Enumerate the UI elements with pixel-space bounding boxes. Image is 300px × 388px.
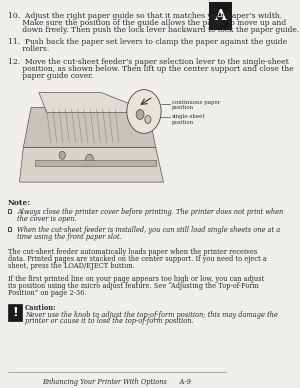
Text: If the first printed line on your page appears too high or low, you can adjust: If the first printed line on your page a…: [8, 275, 264, 283]
Bar: [35, 160, 156, 166]
Polygon shape: [39, 93, 152, 113]
Text: Note:: Note:: [8, 199, 31, 207]
Text: Never use the knob to adjust the top-of-form position; this may damage the: Never use the knob to adjust the top-of-…: [25, 310, 278, 319]
Text: The cut-sheet feeder automatically loads paper when the printer receives: The cut-sheet feeder automatically loads…: [8, 248, 257, 256]
Text: Always close the printer cover before printing. The printer does not print when: Always close the printer cover before pr…: [17, 208, 284, 216]
Text: When the cut-sheet feeder is installed, you can still load single sheets one at : When the cut-sheet feeder is installed, …: [17, 226, 280, 234]
Text: the cover is open.: the cover is open.: [17, 215, 77, 223]
Circle shape: [145, 116, 151, 123]
Text: A: A: [214, 9, 226, 23]
Text: paper guide cover.: paper guide cover.: [8, 72, 93, 80]
Circle shape: [127, 90, 161, 133]
Bar: [8, 303, 22, 322]
Text: Position” on page 2-36.: Position” on page 2-36.: [8, 289, 86, 296]
Text: printer or cause it to lose the top-of-form position.: printer or cause it to lose the top-of-f…: [25, 317, 194, 326]
Text: continuous paper
position: continuous paper position: [172, 100, 220, 110]
Text: sheet, press the LOAD/EJECT button.: sheet, press the LOAD/EJECT button.: [8, 262, 134, 270]
Text: Enhancing Your Printer With Options      A-9: Enhancing Your Printer With Options A-9: [42, 378, 191, 386]
Bar: [8, 209, 11, 213]
Text: position, as shown below. Then lift up the center support and close the: position, as shown below. Then lift up t…: [8, 65, 293, 73]
Text: single-sheet
position: single-sheet position: [172, 114, 206, 125]
Text: down freely. Then push the lock lever backward to lock the paper guide.: down freely. Then push the lock lever ba…: [8, 26, 299, 34]
Text: Make sure the position of the guide allows the paper to move up and: Make sure the position of the guide allo…: [8, 19, 286, 27]
Polygon shape: [20, 147, 164, 182]
Text: Caution:: Caution:: [25, 303, 56, 312]
Circle shape: [85, 154, 93, 164]
Text: 10.  Adjust the right paper guide so that it matches your paper’s width.: 10. Adjust the right paper guide so that…: [8, 12, 282, 20]
Circle shape: [59, 151, 65, 159]
Circle shape: [136, 109, 144, 120]
Text: 12.  Move the cut-sheet feeder’s paper selection lever to the single-sheet: 12. Move the cut-sheet feeder’s paper se…: [8, 58, 289, 66]
Polygon shape: [23, 107, 156, 147]
Text: time using the front paper slot.: time using the front paper slot.: [17, 233, 122, 241]
Text: rollers.: rollers.: [8, 45, 49, 53]
Text: 11.  Push back the paper set levers to clamp the paper against the guide: 11. Push back the paper set levers to cl…: [8, 38, 287, 46]
FancyBboxPatch shape: [208, 2, 232, 30]
Text: !: !: [12, 306, 18, 319]
Text: data. Printed pages are stacked on the center support. If you need to eject a: data. Printed pages are stacked on the c…: [8, 255, 267, 263]
Text: its position using the micro adjust feature. See “Adjusting the Top-of-Form: its position using the micro adjust feat…: [8, 282, 259, 290]
Bar: [8, 227, 11, 231]
